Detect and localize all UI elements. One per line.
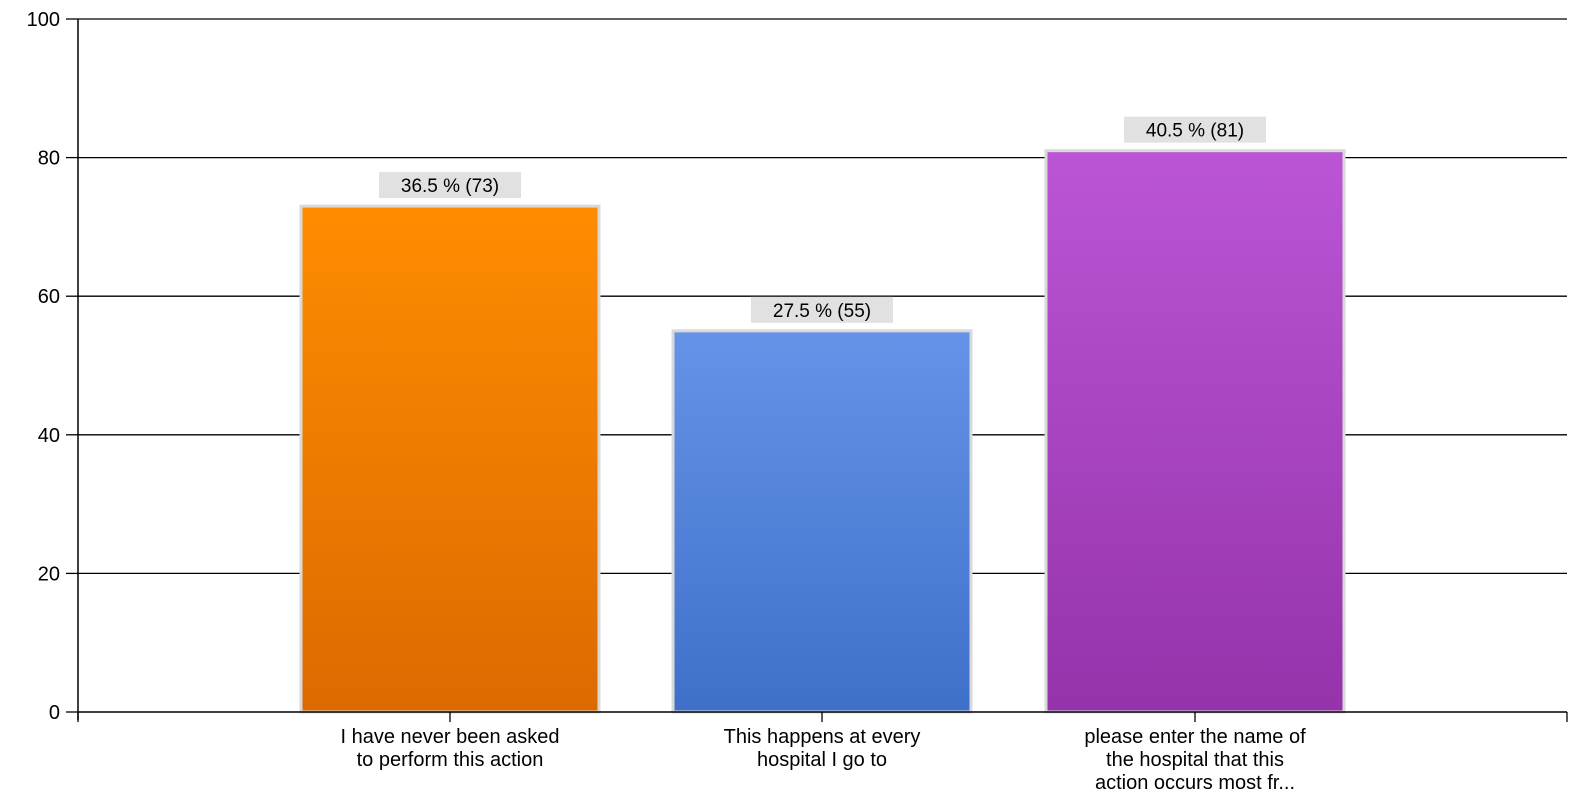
bar-3 [1044,149,1346,714]
y-tick-label: 100 [27,9,60,31]
data-label: 27.5 % (55) [773,301,871,322]
data-label: 36.5 % (73) [401,176,499,197]
data-label-box [379,172,521,199]
category-label: This happens at every [724,726,921,748]
category-label: the hospital that this [1106,749,1284,771]
bar-2 [671,329,973,714]
category-label: to perform this action [357,749,544,771]
axes [66,18,1568,722]
category-label: please enter the name of [1084,726,1306,748]
labels: 0 20 40 60 80 100 36.5 % (73) I have never been… [27,9,1306,794]
y-tick-label: 40 [38,425,60,447]
data-label-box [751,296,893,323]
data-label-box [1124,116,1266,143]
category-label: hospital I go to [757,749,887,771]
category-label: action occurs most fr... [1095,772,1295,794]
bars [299,149,1346,714]
data-label: 40.5 % (81) [1146,121,1244,142]
y-tick-label: 80 [38,148,60,170]
y-tick-label: 20 [38,563,60,585]
y-tick-label: 0 [49,702,60,724]
y-tick-label: 60 [38,286,60,308]
bar-1 [299,204,601,714]
category-label: I have never been asked [340,726,559,748]
